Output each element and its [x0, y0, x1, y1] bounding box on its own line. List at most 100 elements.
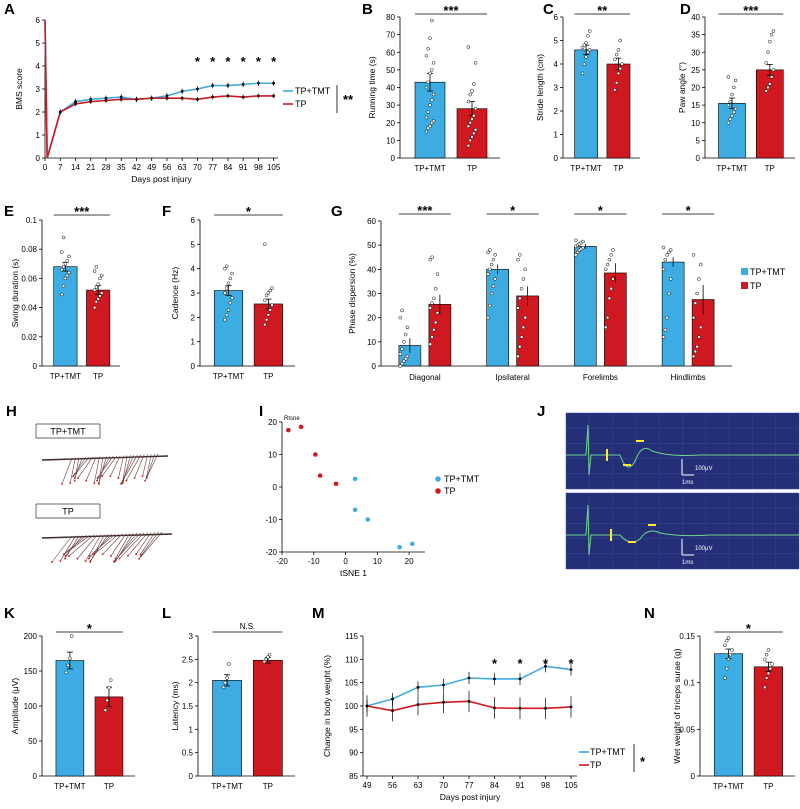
data-point [466, 143, 471, 148]
data-point [428, 103, 432, 107]
data-point [581, 245, 585, 250]
data-point [518, 253, 522, 257]
data-marker [89, 100, 93, 104]
scatter-point-tmt [397, 544, 402, 550]
y-tick-label: 60 [386, 48, 395, 57]
data-point [764, 89, 768, 93]
limb-stick [85, 456, 97, 481]
y-tick-label: 4 [36, 62, 41, 71]
data-point [618, 38, 622, 43]
data-point [405, 325, 410, 330]
limb-stick [110, 455, 121, 477]
data-point [575, 250, 580, 255]
data-point [103, 708, 108, 712]
data-marker [165, 96, 169, 100]
panel-label-B: B [362, 1, 373, 18]
data-marker [493, 706, 496, 710]
data-point [668, 277, 673, 281]
joint-marker [117, 477, 120, 479]
panel-label-L: L [162, 605, 171, 622]
bar-tmt [574, 246, 597, 367]
x-tick-label: 70 [439, 781, 448, 790]
data-point [604, 325, 608, 330]
data-point [96, 282, 100, 286]
limb-stick [97, 455, 114, 479]
joint-marker [121, 482, 124, 485]
joint-marker [88, 555, 91, 557]
y-tick-label: 0.1 [684, 679, 696, 688]
data-marker [241, 95, 245, 99]
series-line-tmt [44, 19, 274, 159]
data-marker [569, 668, 573, 671]
y-tick-label: 110 [345, 655, 358, 664]
data-marker [442, 683, 445, 687]
limb-stick [140, 532, 156, 555]
data-point [430, 98, 434, 102]
x-tick-label: -10 [308, 557, 320, 566]
y-tick-label: 2 [191, 313, 196, 322]
joint-marker [139, 553, 142, 556]
data-point [661, 267, 666, 272]
data-marker [196, 87, 199, 91]
data-point [107, 686, 111, 690]
limb-stick [98, 456, 104, 485]
y-tick-label: 1 [191, 338, 196, 347]
y-tick-label: 0 [273, 483, 278, 492]
data-point [521, 325, 526, 330]
y-axis-label: Stride length (cm) [535, 54, 545, 121]
data-point [618, 66, 622, 71]
data-point [94, 300, 99, 304]
panel-label-A: A [4, 1, 15, 18]
bar-tp [753, 666, 783, 777]
y-tick-label: 0 [36, 154, 41, 163]
x-tick-label: TP [263, 782, 273, 791]
joint-marker [68, 555, 70, 557]
x-tick-label: 70 [193, 163, 202, 172]
x-tick-label: 84 [490, 781, 499, 790]
data-point [726, 121, 731, 125]
data-marker [391, 709, 394, 713]
data-point [491, 257, 496, 262]
bar-tmt [661, 261, 685, 367]
data-point [580, 71, 585, 76]
data-point [430, 301, 434, 305]
x-tick-label: 63 [178, 163, 187, 172]
data-marker [226, 94, 230, 98]
joint-marker [89, 560, 92, 562]
x-tick-label: TP+TMT [54, 782, 85, 791]
data-marker [365, 704, 369, 708]
y-tick-label: 0 [33, 772, 38, 781]
data-point [267, 652, 272, 657]
x-tick-label: 42 [132, 163, 141, 172]
data-point [430, 18, 434, 23]
chart-E: E 0 0.02 0.04 0.06 0.08 0.1 TP+TMT TP *** Swing du… [4, 203, 120, 381]
data-point [428, 71, 432, 76]
y-tick-label: 40 [691, 13, 700, 22]
y-tick-label: 30 [691, 48, 700, 57]
data-point [770, 662, 774, 666]
panel-label-F: F [162, 203, 171, 220]
x-tick-label: -20 [276, 557, 288, 566]
y-axis-label: BMS score [14, 68, 24, 110]
data-point [228, 276, 233, 281]
x-tick-label: 10 [373, 557, 382, 566]
data-point [691, 253, 696, 257]
data-point [693, 301, 698, 305]
x-tick-label: TP [467, 164, 477, 173]
data-point [724, 638, 729, 643]
emg-traces: 100μV 1ms 100μV 1ms [565, 412, 800, 570]
data-point [67, 254, 71, 259]
sig-star: * [210, 54, 216, 69]
limb-stick [69, 457, 76, 484]
data-marker [467, 676, 471, 680]
data-point [468, 121, 472, 125]
y-tick-label: 6 [36, 16, 41, 25]
panel-label-N: N [644, 605, 655, 622]
data-point [472, 113, 476, 118]
data-point [470, 135, 474, 139]
y-tick-label: 3 [189, 632, 194, 641]
data-point [763, 657, 767, 662]
chart-K: K 0 50 100 150 200 TP+TMT TP * Amplitude (μV) [4, 605, 135, 791]
data-point [398, 352, 403, 356]
sig-label: * [686, 203, 692, 218]
